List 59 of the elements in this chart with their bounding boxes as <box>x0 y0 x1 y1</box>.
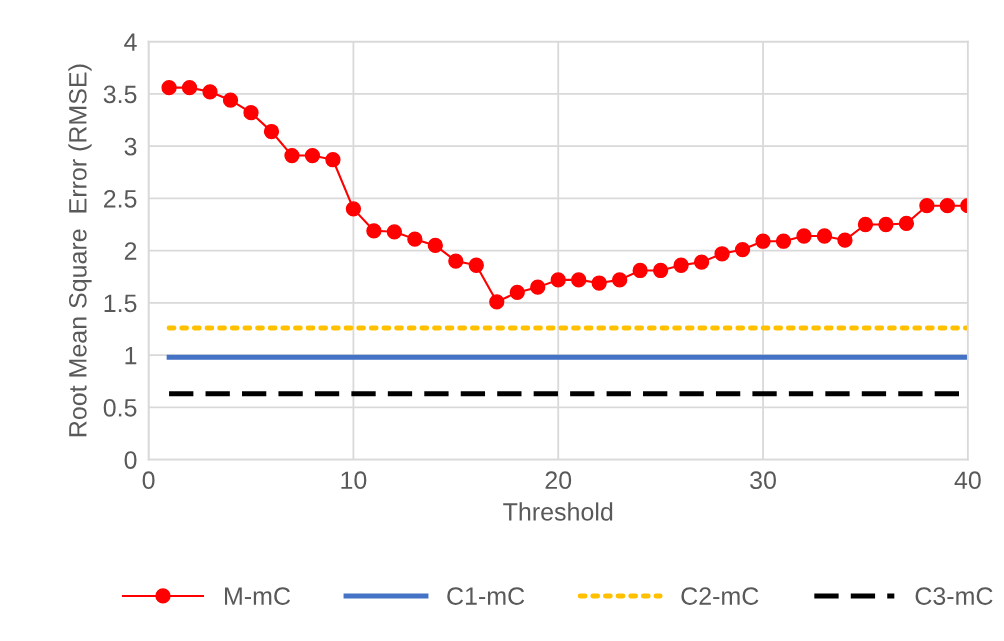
point <box>939 198 956 214</box>
point <box>755 233 771 249</box>
y-tick-label: 4 <box>124 33 137 51</box>
point <box>775 233 792 249</box>
legend-label: C1-mC <box>447 587 525 605</box>
point <box>325 152 341 168</box>
point <box>386 224 403 240</box>
point <box>673 257 689 273</box>
y-tick-label: 3.5 <box>103 85 137 104</box>
point <box>243 105 259 121</box>
y-tick-label: 2.5 <box>103 189 137 208</box>
point <box>448 253 464 269</box>
point <box>796 228 812 244</box>
point <box>714 246 730 262</box>
point <box>837 232 853 248</box>
point <box>427 237 443 254</box>
point <box>571 272 587 288</box>
x-tick-label: 40 <box>954 471 981 490</box>
point <box>181 79 198 96</box>
y-tick-label: 3 <box>124 137 137 156</box>
point <box>612 272 628 288</box>
point <box>693 254 710 270</box>
y-axis-title: Root Mean Square Error (RMSE) <box>68 64 92 437</box>
point <box>816 228 833 244</box>
point <box>509 284 525 301</box>
legend-label: C2-mC <box>681 587 759 605</box>
point <box>161 79 177 96</box>
point <box>489 294 505 310</box>
point <box>857 216 874 233</box>
point <box>898 215 915 232</box>
y-tick-label: 1 <box>125 346 137 365</box>
point <box>632 262 648 279</box>
point <box>202 84 218 100</box>
y-tick-label: 0 <box>124 451 137 469</box>
x-tick-label: 0 <box>142 471 155 490</box>
y-tick-label: 1.5 <box>104 294 137 313</box>
x-tick-label: 10 <box>341 471 367 490</box>
point <box>878 216 894 233</box>
legend-label: C3-mC <box>915 587 993 605</box>
x-axis-title: Threshold <box>503 502 613 521</box>
point <box>652 262 669 279</box>
point <box>366 223 382 239</box>
point <box>550 272 566 288</box>
point <box>304 147 321 164</box>
point <box>222 92 239 108</box>
y-tick-label: 2 <box>124 242 137 260</box>
point <box>284 147 300 164</box>
point <box>530 279 546 295</box>
point <box>919 198 935 214</box>
legend-label: M-mC <box>225 587 291 605</box>
point <box>468 257 484 273</box>
point <box>734 241 751 258</box>
point <box>591 275 607 291</box>
point <box>407 231 423 247</box>
point <box>345 201 362 217</box>
x-tick-label: 20 <box>545 471 572 490</box>
x-tick-label: 30 <box>750 471 776 490</box>
point <box>263 123 280 140</box>
y-tick-label: 0.5 <box>103 398 137 417</box>
